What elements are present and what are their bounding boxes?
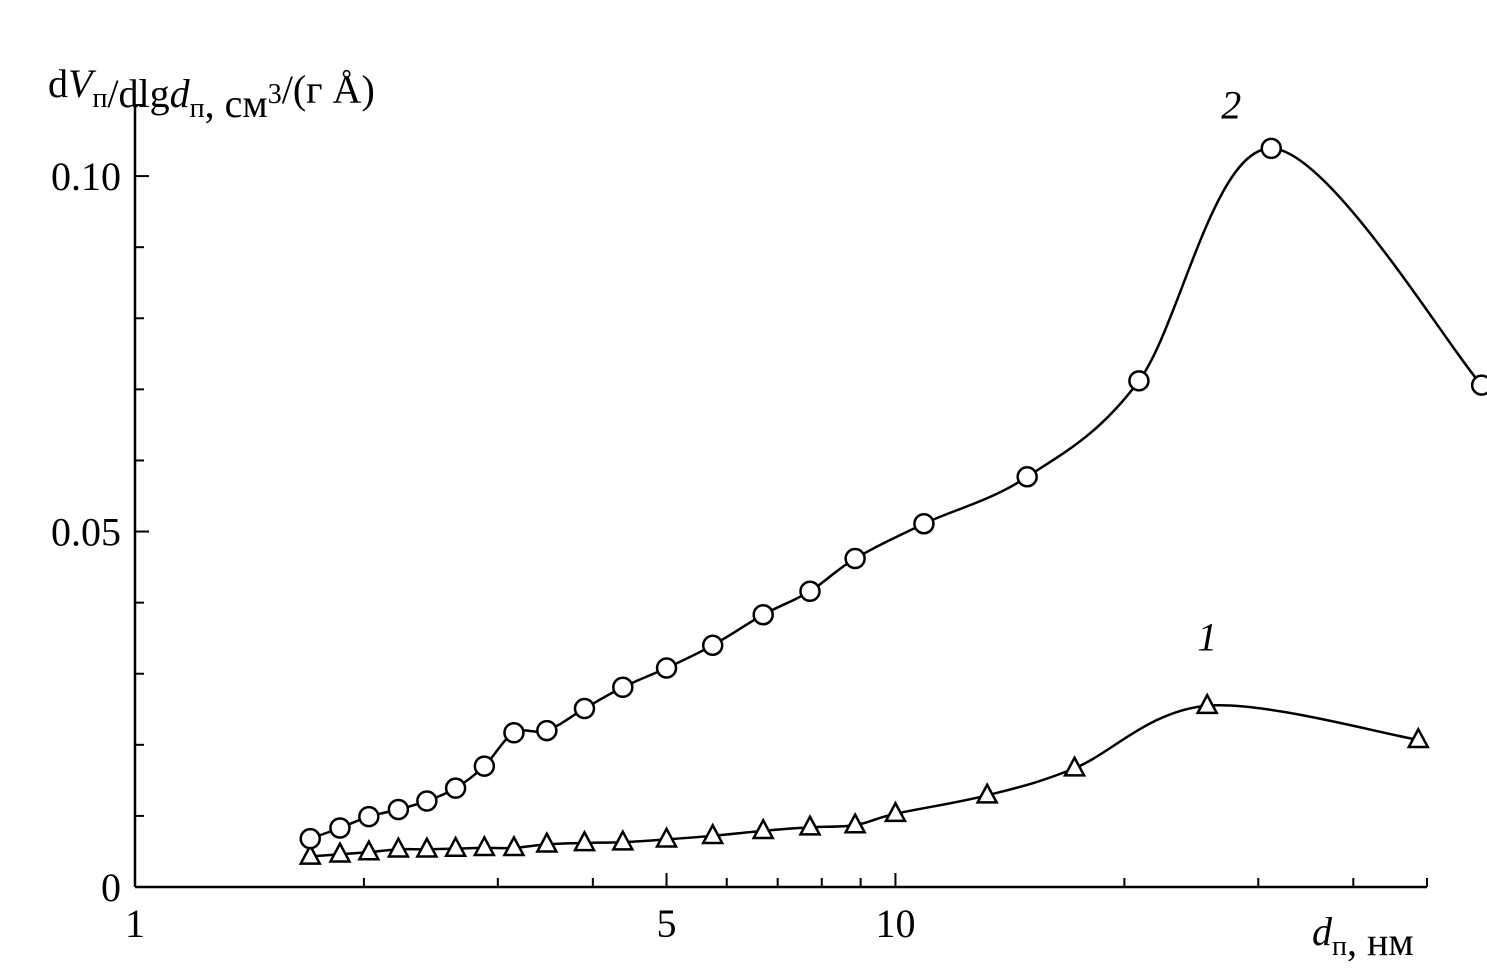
data-point-triangle (298, 843, 322, 865)
data-point-circle (913, 512, 935, 535)
y-axis-label: dVп/dlgdп, см3/(г Å) (48, 61, 375, 126)
data-point-triangle (843, 811, 867, 834)
data-point-triangle (751, 817, 775, 840)
series-label: 2 (1221, 82, 1241, 127)
data-point-circle (799, 580, 821, 603)
data-point-triangle (1406, 726, 1430, 749)
data-point-triangle (415, 836, 439, 858)
data-point-triangle (611, 829, 635, 851)
data-point-circle (503, 721, 525, 744)
series-2: 2 (299, 82, 1487, 850)
data-point-circle (655, 657, 678, 679)
label-part: , см (205, 81, 268, 126)
data-point-circle (1016, 466, 1038, 488)
label-part: п (1332, 931, 1347, 962)
data-point-triangle (701, 822, 725, 845)
x-tick-label: 1 (125, 901, 145, 946)
label-part: п (92, 83, 107, 114)
data-point-circle (299, 827, 321, 850)
series-label: 1 (1197, 615, 1217, 660)
axes (133, 105, 1427, 889)
label-part: d (1312, 909, 1333, 954)
data-point-triangle (472, 834, 496, 857)
data-point-circle (701, 634, 724, 657)
label-part: d (48, 61, 68, 106)
label-part: d (170, 71, 191, 116)
data-point-circle (358, 805, 380, 828)
x-tick-label: 5 (657, 901, 677, 946)
ticks: 0 0.05 0.10 1 5 10 (51, 104, 1428, 946)
data-point-triangle (357, 838, 381, 861)
data-point-circle (1470, 374, 1487, 396)
data-point-triangle (1062, 755, 1087, 777)
label-part: /(г Å) (282, 67, 375, 112)
label-part: п (190, 93, 205, 124)
data-point-triangle (572, 829, 597, 852)
data-point-circle (1128, 370, 1150, 392)
series-line (309, 147, 1483, 840)
data-point-circle (444, 777, 467, 799)
label-part: V (68, 61, 97, 106)
data-point-triangle (1195, 692, 1219, 715)
data-point-triangle (444, 835, 468, 858)
y-tick-label: 0.10 (51, 154, 121, 199)
series-line (310, 704, 1419, 858)
data-point-circle (612, 676, 634, 698)
data-point-triangle (386, 836, 410, 858)
y-tick-label: 0.05 (51, 510, 121, 555)
series-1: 1 (298, 615, 1430, 865)
data-point-triangle (975, 782, 999, 804)
data-point-circle (1260, 137, 1282, 160)
data-point-circle (473, 755, 496, 777)
data-point-triangle (328, 841, 352, 863)
data-point-circle (329, 817, 351, 839)
data-point-circle (536, 719, 558, 742)
data-point-triangle (883, 800, 908, 823)
x-tick-label: 10 (875, 901, 915, 946)
data-point-circle (416, 790, 438, 812)
y-tick-label: 0 (101, 865, 121, 910)
series-layer: 12 (298, 82, 1487, 865)
data-point-circle (844, 547, 866, 570)
label-part: /dlg (107, 71, 169, 116)
data-point-circle (752, 603, 774, 626)
data-point-triangle (502, 834, 526, 857)
data-point-triangle (535, 831, 559, 853)
data-point-triangle (654, 826, 679, 848)
data-point-circle (387, 798, 410, 821)
data-point-circle (573, 697, 596, 720)
label-part: , нм (1347, 919, 1414, 964)
x-axis-label: dп, нм (1312, 909, 1414, 964)
label-part: 3 (268, 79, 282, 110)
data-point-triangle (798, 814, 822, 836)
